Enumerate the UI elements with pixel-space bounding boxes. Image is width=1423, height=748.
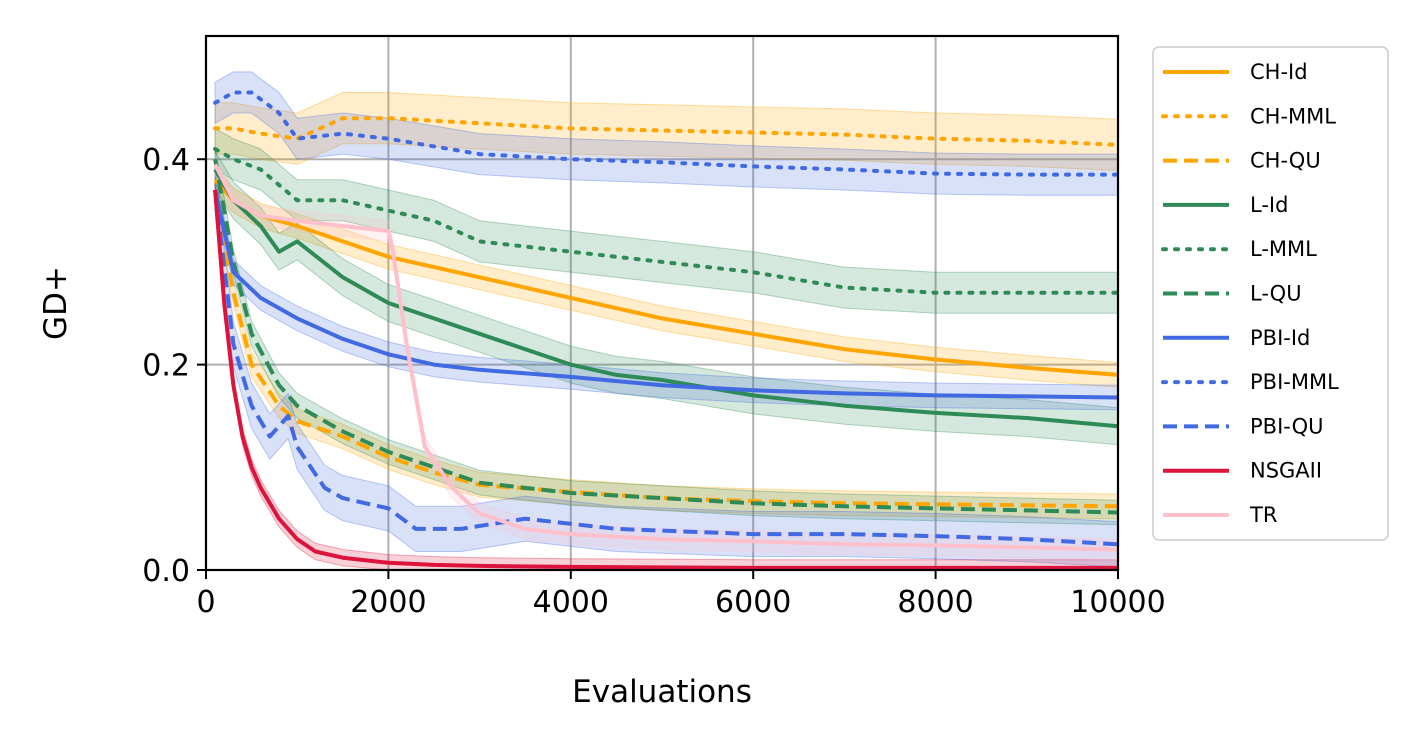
legend: CH-Id CH-MML CH-QU L-Id L-MML L-QU PBI-Id PBI-M…: [1152, 46, 1389, 541]
x-tick-label: 0: [196, 585, 215, 620]
x-axis-label: Evaluations: [572, 674, 752, 710]
plot-frame: [204, 34, 1120, 572]
x-tick-label: 8000: [897, 585, 973, 620]
legend-label-l-mml: L-MML: [1250, 237, 1317, 261]
y-axis: 0.0 0.2 0.4: [142, 143, 206, 589]
legend-label-ch-qu: CH-QU: [1250, 149, 1321, 173]
legend-label-ch-mml: CH-MML: [1250, 104, 1336, 128]
x-tick-label: 4000: [533, 585, 609, 620]
legend-label-pbi-qu: PBI-QU: [1250, 414, 1324, 438]
y-tick-label: 0.4: [142, 143, 190, 178]
y-tick-label: 0.0: [142, 554, 190, 589]
series-line-pbi-id: [213, 189, 1119, 400]
series-lines: [213, 90, 1120, 570]
series-line-tr: [213, 163, 1119, 552]
legend-label-ch-id: CH-Id: [1250, 60, 1308, 84]
series-line-l-mml: [213, 147, 1120, 295]
x-tick-label: 10000: [1070, 585, 1165, 620]
legend-label-pbi-mml: PBI-MML: [1250, 370, 1339, 394]
series-line-l-qu: [213, 158, 1119, 515]
x-tick-label: 2000: [350, 585, 426, 620]
legend-label-pbi-id: PBI-Id: [1250, 326, 1310, 350]
series-line-pbi-mml: [213, 90, 1120, 177]
series-line-pbi-qu: [213, 189, 1119, 547]
series-line-l-id: [213, 168, 1119, 429]
series-line-nsgaii: [213, 189, 1118, 570]
y-axis-label: GD+: [38, 266, 74, 340]
series-line-ch-mml: [213, 116, 1120, 147]
x-tick-label: 6000: [715, 585, 791, 620]
legend-label-l-id: L-Id: [1250, 193, 1288, 217]
y-tick-label: 0.2: [142, 349, 190, 384]
series-line-ch-qu: [213, 189, 1119, 509]
legend-label-l-qu: L-QU: [1250, 282, 1302, 306]
x-axis: 0 2000 4000 6000 8000 10000: [196, 570, 1166, 620]
legend-label-tr: TR: [1249, 503, 1277, 527]
legend-box: [1152, 46, 1389, 541]
legend-label-nsgaii: NSGAII: [1250, 459, 1322, 483]
